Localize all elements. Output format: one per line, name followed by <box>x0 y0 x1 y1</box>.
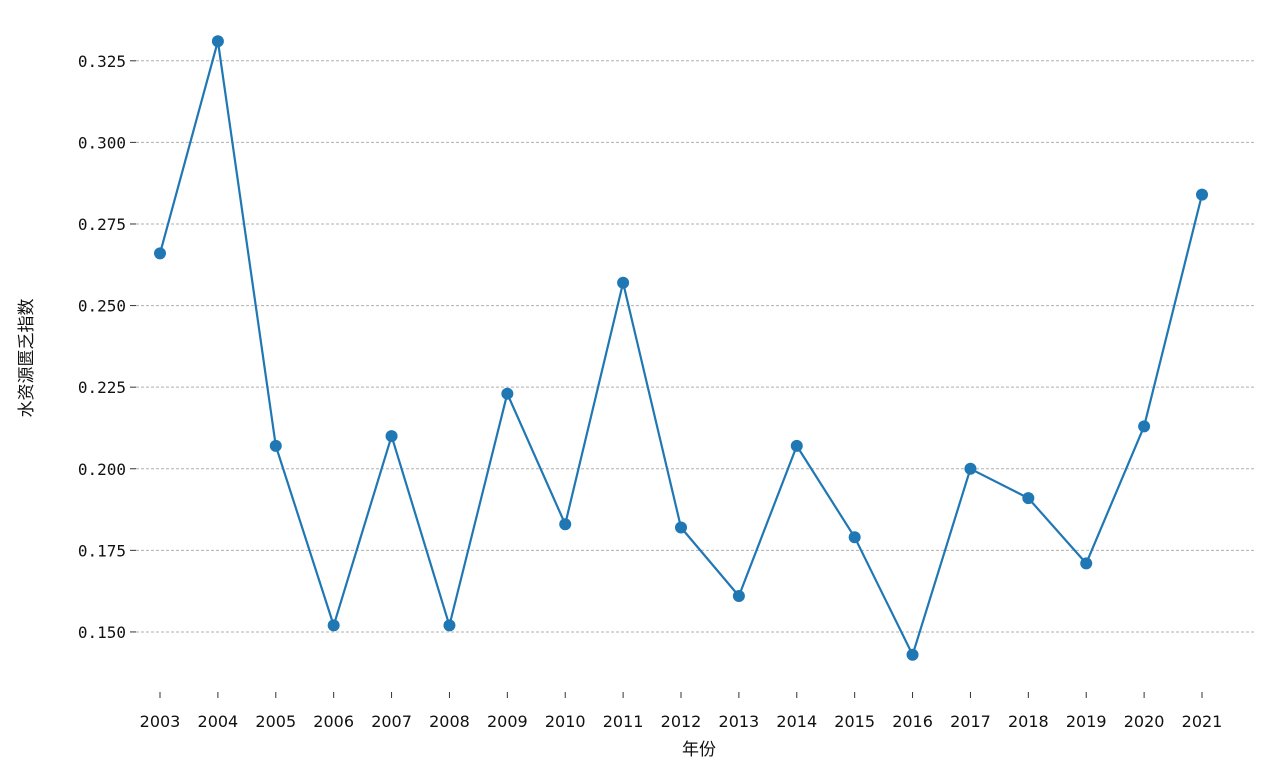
x-tick-label: 2019 <box>1066 712 1107 731</box>
x-tick-label: 2009 <box>487 712 528 731</box>
data-point <box>732 590 745 603</box>
data-point <box>211 35 224 48</box>
y-tick-label: 0.300 <box>78 133 126 152</box>
x-tick-label: 2021 <box>1182 712 1223 731</box>
x-tick-label: 2011 <box>603 712 644 731</box>
series-line <box>158 40 1204 656</box>
x-tick-label: 2014 <box>776 712 817 731</box>
y-tick-label: 0.175 <box>78 541 126 560</box>
data-point <box>848 531 861 544</box>
y-tick-label: 0.250 <box>78 297 126 316</box>
data-point <box>269 439 282 452</box>
x-tick-label: 2005 <box>255 712 296 731</box>
y-tick-label: 0.275 <box>78 215 126 234</box>
data-point <box>1080 557 1093 570</box>
x-tick-label: 2015 <box>834 712 875 731</box>
y-axis-title: 水资源匮乏指数 <box>17 299 37 418</box>
x-tick-label: 2007 <box>371 712 412 731</box>
data-point <box>790 439 803 452</box>
data-point <box>1138 420 1151 433</box>
data-point <box>385 430 398 443</box>
x-axis-title: 年份 <box>682 740 716 760</box>
y-tick-label: 0.150 <box>78 623 126 642</box>
x-tick-label: 2017 <box>950 712 991 731</box>
data-point <box>964 462 977 475</box>
data-point <box>327 619 340 632</box>
data-point <box>559 518 572 531</box>
x-axis: 2003 2004 2005 2006 2007 2008 2009 2010 2011 2012… <box>140 692 1223 731</box>
data-point <box>906 648 919 661</box>
data-point <box>501 387 514 400</box>
x-tick-label: 2008 <box>429 712 470 731</box>
x-tick-label: 2013 <box>719 712 760 731</box>
data-point <box>443 619 456 632</box>
y-tick-label: 0.225 <box>78 378 126 397</box>
x-tick-label: 2016 <box>892 712 933 731</box>
y-axis: 0.150 0.175 0.200 0.225 0.250 0.275 0.300 0.325 <box>78 52 136 642</box>
x-tick-label: 2004 <box>198 712 239 731</box>
y-tick-label: 0.200 <box>78 460 126 479</box>
x-tick-label: 2003 <box>140 712 181 731</box>
gridlines <box>136 60 1254 633</box>
series <box>154 35 1208 661</box>
data-point <box>617 276 630 289</box>
x-tick-label: 2010 <box>545 712 586 731</box>
x-tick-label: 2006 <box>313 712 354 731</box>
x-tick-label: 2020 <box>1124 712 1165 731</box>
data-point <box>1022 492 1035 505</box>
data-point <box>1196 188 1208 201</box>
x-tick-label: 2012 <box>661 712 702 731</box>
y-tick-label: 0.325 <box>78 52 126 71</box>
data-point <box>154 247 166 260</box>
data-point <box>675 521 687 534</box>
x-tick-label: 2018 <box>1008 712 1049 731</box>
